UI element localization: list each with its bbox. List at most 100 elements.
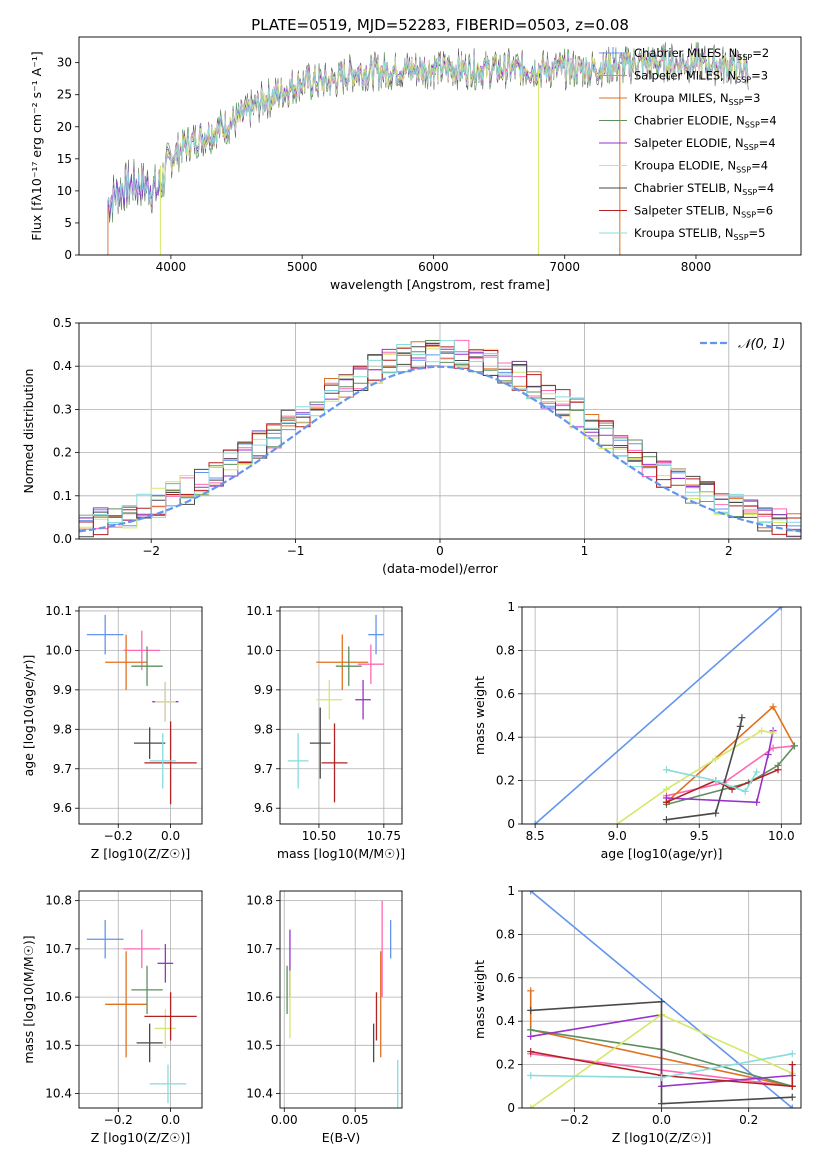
legend-entry: Kroupa STELIB, NSSP=5 — [599, 226, 765, 242]
y-tick-label: 10 — [57, 184, 72, 198]
x-tick-label: 0 — [436, 544, 444, 558]
panel-spectrum: 4000 5000 6000 7000 8000 0 5 10 15 20 25 30 waveleng… — [29, 36, 802, 292]
y-tick-label: 0.2 — [496, 1058, 515, 1072]
data-point — [309, 707, 331, 779]
x-axis-label: wavelength [Angstrom, rest frame] — [330, 277, 550, 292]
panel-mass_vs_Z: −0.2 0.0 10.4 10.5 10.6 10.7 10.8 Z [log10(Z/Z☉… — [21, 890, 203, 1145]
weight-series — [666, 745, 796, 806]
data-point — [131, 965, 163, 1014]
panel-mass_vs_ebv: 0.00 0.05 10.4 10.5 10.6 10.7 10.8 E(B-V) — [246, 890, 403, 1145]
legend-label-sub: SSP — [736, 166, 751, 175]
legend-entry: Chabrier MILES, NSSP=2 — [599, 46, 769, 62]
legend-label: Salpeter ELODIE, NSSP=4 — [634, 136, 776, 152]
legend-label: Chabrier ELODIE, NSSP=4 — [634, 114, 777, 130]
weight-series — [534, 607, 782, 824]
panel-weight_vs_Z: −0.2 0.0 0.2 0 0.2 0.4 0.6 0.8 1 Z [log10(Z/Z☉)] m… — [472, 884, 802, 1145]
plot-frame — [521, 890, 802, 1109]
y-tick-label: 10.7 — [45, 942, 72, 956]
legend-label: Kroupa ELODIE, NSSP=4 — [634, 159, 768, 175]
plot-area — [107, 41, 749, 255]
data-point — [335, 646, 362, 686]
panel-residuals: −2 −1 0 1 2 0.0 0.1 0.2 0.3 0.4 0.5 (data-model)/er… — [21, 316, 802, 576]
y-tick-label: 30 — [57, 56, 72, 70]
plot-area — [527, 891, 796, 1108]
y-tick-label: 9.8 — [254, 722, 273, 736]
x-tick-label: −0.2 — [104, 1113, 133, 1127]
panel-age_vs_Z: −0.2 0.0 9.6 9.7 9.8 9.9 10.0 10.1 Z [log10(Z/Z☉… — [21, 604, 203, 861]
y-axis-label: mass [log10(M/M☉)] — [21, 935, 36, 1063]
y-tick-label: 9.7 — [254, 762, 273, 776]
y-tick-label: 10.0 — [45, 643, 72, 657]
y-tick-label: 1 — [507, 884, 515, 898]
legend-label: Kroupa MILES, NSSP=3 — [634, 91, 760, 107]
x-axis-label: (data-model)/error — [382, 561, 499, 576]
y-axis-label: Flux [fλ10⁻¹⁷ erg cm⁻² s⁻¹ A⁻¹] — [29, 51, 44, 240]
spectrum-line — [107, 49, 749, 213]
legend-entry: Salpeter ELODIE, NSSP=4 — [599, 136, 776, 152]
data-point — [86, 614, 124, 655]
y-tick-label: 10.1 — [246, 604, 273, 618]
weight-series — [530, 1000, 793, 1105]
plot-frame — [279, 606, 403, 825]
weight-series — [666, 717, 743, 821]
y-tick-label: 0.6 — [496, 687, 515, 701]
x-tick-label: −2 — [142, 544, 160, 558]
plot-area — [86, 614, 197, 805]
data-point — [123, 929, 161, 969]
plot-area — [286, 900, 399, 1108]
x-axis-label: age [log10(age/yr)] — [601, 846, 723, 861]
y-tick-label: 10.5 — [45, 1038, 72, 1052]
y-tick-label: 10.8 — [246, 894, 273, 908]
legend-label-name: Chabrier MILES, N — [634, 46, 737, 60]
legend-label: Salpeter STELIB, NSSP=6 — [634, 204, 773, 220]
legend-label: Chabrier MILES, NSSP=2 — [634, 46, 769, 62]
y-tick-label: 10.5 — [246, 1038, 273, 1052]
data-point — [316, 679, 343, 720]
y-tick-label: 0.0 — [53, 532, 72, 546]
weight-series — [666, 730, 774, 804]
y-tick-label: 10.8 — [45, 894, 72, 908]
x-tick-label: 2 — [725, 544, 733, 558]
data-point — [105, 634, 148, 690]
y-tick-label: 0 — [507, 817, 515, 831]
y-tick-label: 0.6 — [496, 971, 515, 985]
data-point — [131, 646, 163, 686]
y-tick-label: 0.2 — [496, 774, 515, 788]
y-tick-label: 0.4 — [496, 730, 515, 744]
legend-label-sub: SSP — [744, 143, 759, 152]
plot-area — [531, 607, 798, 824]
legend-label: Salpeter MILES, NSSP=3 — [634, 69, 768, 85]
plot-frame — [78, 322, 802, 540]
x-tick-label: 0.0 — [161, 829, 180, 843]
legend-label-name: Salpeter MILES, N — [634, 69, 736, 83]
x-axis-label: mass [log10(M/M☉)] — [277, 846, 405, 861]
legend-entry: Chabrier ELODIE, NSSP=4 — [599, 114, 777, 130]
y-tick-label: 9.9 — [254, 683, 273, 697]
y-tick-label: 10.7 — [246, 942, 273, 956]
y-tick-label: 10.0 — [246, 643, 273, 657]
data-point — [154, 1009, 176, 1048]
data-point — [157, 944, 174, 983]
data-point — [86, 919, 124, 959]
y-tick-label: 15 — [57, 152, 72, 166]
plot-frame — [78, 606, 203, 825]
legend-label-name: Salpeter STELIB, N — [634, 204, 741, 218]
plot-frame — [279, 890, 403, 1109]
x-tick-label: 0.05 — [342, 1113, 369, 1127]
y-tick-label: 9.6 — [254, 801, 273, 815]
legend-entry: Kroupa MILES, NSSP=3 — [599, 91, 760, 107]
x-tick-label: 1 — [581, 544, 589, 558]
legend-label-n: =5 — [749, 226, 766, 240]
panel-age_vs_mass: 10.50 10.75 9.6 9.7 9.8 9.9 10.0 10.1 mass [log1… — [246, 604, 405, 861]
y-axis-label: age [log10(age/yr)] — [21, 655, 36, 777]
y-tick-label: 0.8 — [496, 927, 515, 941]
legend-label-sub: SSP — [734, 233, 749, 242]
data-point — [368, 614, 384, 655]
y-axis-label: Normed distribution — [21, 369, 36, 494]
x-axis-label: Z [log10(Z/Z☉)] — [91, 1130, 191, 1145]
y-axis-label: mass weight — [472, 960, 487, 1039]
plot-frame — [78, 36, 802, 256]
legend-label-n: =4 — [759, 136, 776, 150]
x-tick-label: 7000 — [549, 260, 580, 274]
data-point — [123, 630, 161, 671]
